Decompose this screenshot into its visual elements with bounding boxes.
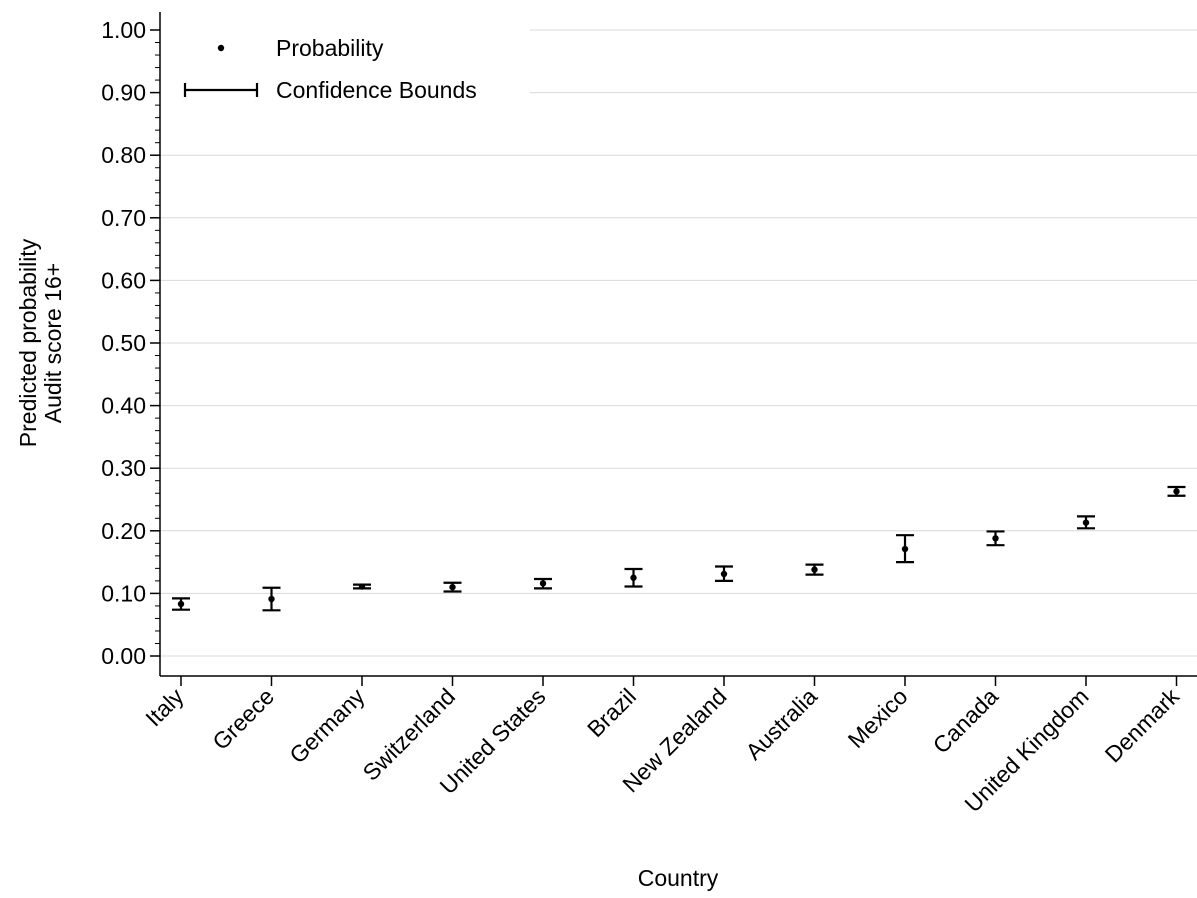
y-tick-label: 0.70 [101, 205, 146, 231]
x-tick-label: Greece [207, 683, 279, 755]
probability-point [720, 570, 728, 578]
x-tick-label: Italy [140, 683, 189, 732]
x-tick-label: Australia [740, 683, 822, 765]
y-tick-label: 0.00 [101, 643, 146, 669]
y-tick-label: 0.10 [101, 580, 146, 606]
y-axis-title-line-2: Audit score 16+ [40, 263, 66, 423]
y-tick-label: 0.20 [101, 518, 146, 544]
probability-point [992, 535, 999, 542]
x-axis-title: Country [638, 865, 719, 891]
probability-point [177, 600, 185, 608]
y-tick-label: 1.00 [101, 17, 146, 43]
y-tick-label: 0.50 [101, 330, 146, 356]
y-axis-title-line-1: Predicted probability [15, 238, 41, 447]
probability-point [1173, 488, 1180, 495]
x-tick-label: Mexico [843, 683, 913, 753]
y-tick-label: 0.80 [101, 142, 146, 168]
x-tick-label: Brazil [582, 683, 641, 742]
legend-label-probability: Probability [276, 35, 384, 61]
y-tick-label: 0.60 [101, 267, 146, 293]
probability-point [811, 566, 818, 573]
probability-point [268, 595, 275, 603]
probability-point [539, 580, 547, 587]
x-tick-label: Denmark [1100, 683, 1185, 768]
y-tick-label: 0.30 [101, 455, 146, 481]
x-tick-label: Germany [284, 683, 370, 769]
x-tick-label: Canada [928, 683, 1004, 759]
legend-label-confidence: Confidence Bounds [276, 77, 477, 103]
probability-point [358, 583, 366, 590]
legend-marker-probability [217, 44, 225, 52]
y-tick-label: 0.40 [101, 393, 146, 419]
y-tick-label: 0.90 [101, 80, 146, 106]
probability-point [1082, 519, 1090, 526]
probability-point [630, 574, 637, 581]
probability-point [901, 545, 909, 553]
probability-point [449, 583, 456, 591]
